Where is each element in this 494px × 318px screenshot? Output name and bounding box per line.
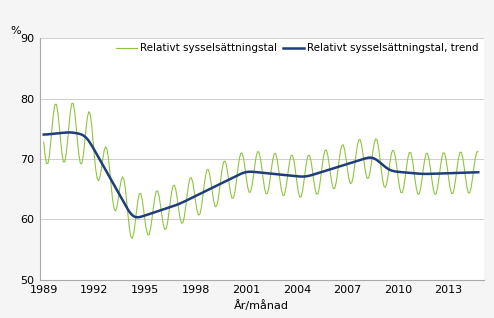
Relativt sysselsättningstal: [162, 227, 167, 231]
Relativt sysselsättningstal, trend: [442, 171, 448, 175]
Relativt sysselsättningstal: [41, 141, 47, 144]
Relativt sysselsättningstal: [442, 151, 448, 155]
Relativt sysselsättningstal: [180, 221, 186, 225]
Relativt sysselsättningstal: [250, 176, 256, 179]
Relativt sysselsättningstal, trend: [180, 200, 186, 204]
Line: Relativt sysselsättningstal: Relativt sysselsättningstal: [44, 103, 478, 238]
Relativt sysselsättningstal, trend: [41, 133, 47, 136]
Relativt sysselsättningstal, trend: [475, 170, 481, 174]
X-axis label: År/månad: År/månad: [234, 300, 289, 311]
Relativt sysselsättningstal: [69, 101, 75, 105]
Relativt sysselsättningstal: [91, 154, 97, 158]
Relativt sysselsättningstal, trend: [66, 130, 72, 134]
Relativt sysselsättningstal, trend: [250, 170, 256, 174]
Relativt sysselsättningstal, trend: [232, 175, 238, 178]
Text: %: %: [10, 26, 21, 36]
Relativt sysselsättningstal: [475, 150, 481, 154]
Relativt sysselsättningstal, trend: [135, 215, 141, 219]
Relativt sysselsättningstal: [129, 237, 135, 240]
Relativt sysselsättningstal: [232, 190, 238, 193]
Legend: Relativt sysselsättningstal, Relativt sysselsättningstal, trend: Relativt sysselsättningstal, Relativt sy…: [116, 43, 479, 53]
Line: Relativt sysselsättningstal, trend: Relativt sysselsättningstal, trend: [44, 132, 478, 217]
Relativt sysselsättningstal, trend: [162, 207, 167, 211]
Relativt sysselsättningstal, trend: [91, 148, 97, 152]
